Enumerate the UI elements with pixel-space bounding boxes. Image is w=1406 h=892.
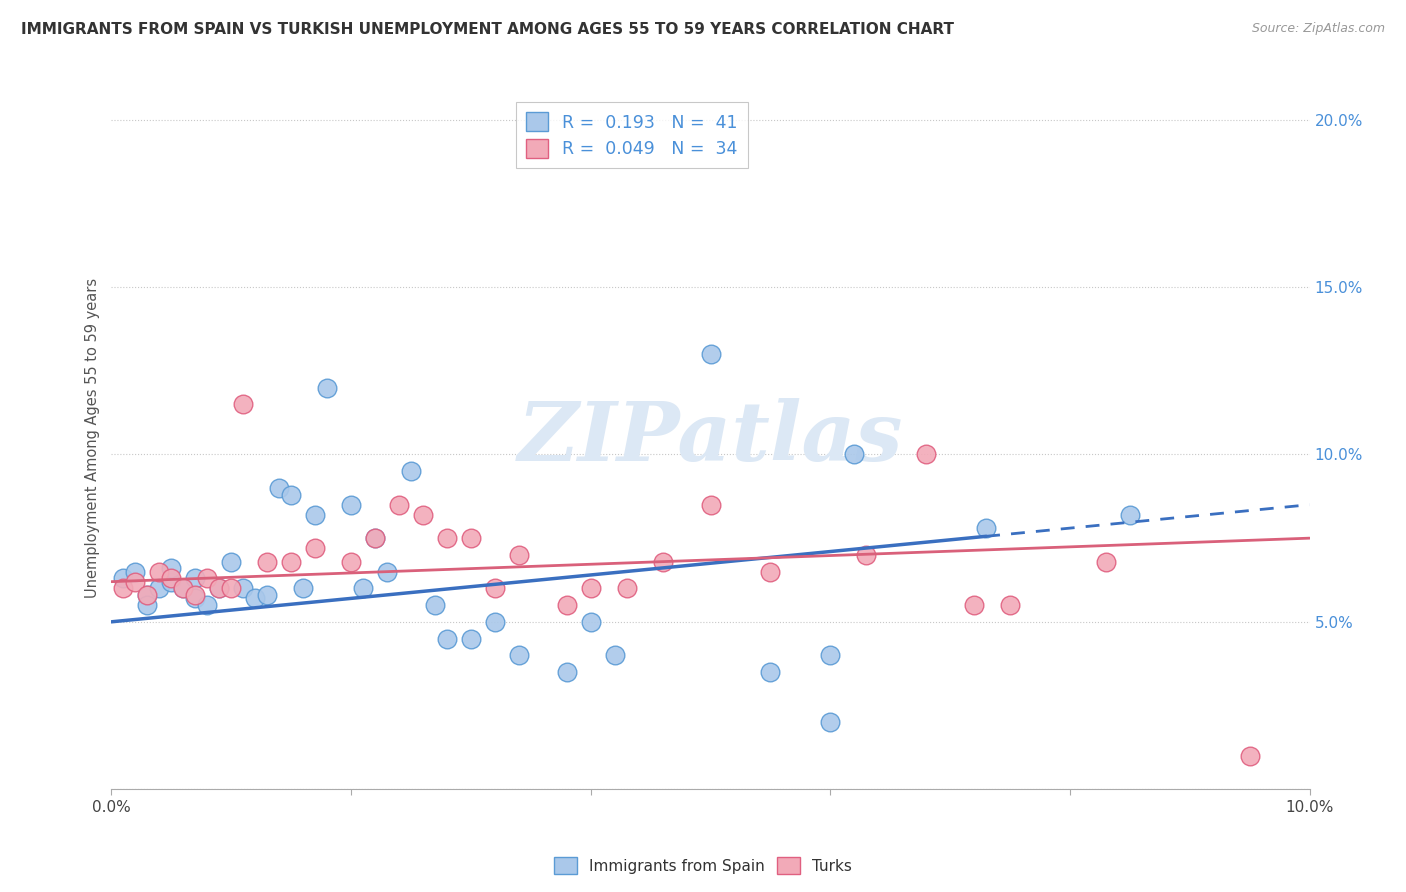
Point [172, 582, 194, 596]
Point [603, 648, 626, 663]
Legend: Immigrants from Spain, Turks: Immigrants from Spain, Turks [548, 851, 858, 880]
Point [352, 582, 374, 596]
Point [340, 555, 363, 569]
Point [184, 591, 207, 606]
Y-axis label: Unemployment Among Ages 55 to 59 years: Unemployment Among Ages 55 to 59 years [86, 277, 100, 598]
Point [484, 582, 506, 596]
Point [820, 648, 842, 663]
Point [136, 588, 159, 602]
Point [998, 598, 1021, 612]
Point [759, 565, 782, 579]
Point [364, 531, 387, 545]
Point [208, 582, 231, 596]
Point [136, 588, 159, 602]
Point [195, 598, 218, 612]
Point [616, 582, 638, 596]
Point [460, 531, 482, 545]
Point [364, 531, 387, 545]
Point [436, 531, 458, 545]
Point [388, 498, 411, 512]
Point [112, 582, 135, 596]
Point [256, 555, 278, 569]
Point [208, 582, 231, 596]
Point [399, 464, 422, 478]
Point [195, 571, 218, 585]
Point [160, 561, 183, 575]
Point [184, 588, 207, 602]
Point [184, 571, 207, 585]
Point [699, 347, 721, 361]
Point [219, 582, 242, 596]
Point [280, 555, 302, 569]
Point [292, 582, 315, 596]
Point [232, 582, 254, 596]
Point [148, 565, 170, 579]
Point [579, 582, 602, 596]
Point [304, 541, 326, 556]
Point [759, 665, 782, 679]
Point [245, 591, 267, 606]
Point [232, 397, 254, 411]
Point [124, 574, 146, 589]
Point [219, 555, 242, 569]
Legend: R =  0.193   N =  41, R =  0.049   N =  34: R = 0.193 N = 41, R = 0.049 N = 34 [516, 102, 748, 169]
Point [436, 632, 458, 646]
Text: IMMIGRANTS FROM SPAIN VS TURKISH UNEMPLOYMENT AMONG AGES 55 TO 59 YEARS CORRELAT: IMMIGRANTS FROM SPAIN VS TURKISH UNEMPLO… [21, 22, 955, 37]
Point [820, 715, 842, 730]
Point [160, 571, 183, 585]
Point [1095, 555, 1118, 569]
Point [508, 648, 530, 663]
Point [160, 574, 183, 589]
Point [555, 665, 578, 679]
Point [508, 548, 530, 562]
Point [460, 632, 482, 646]
Point [316, 380, 339, 394]
Point [124, 565, 146, 579]
Point [256, 588, 278, 602]
Point [269, 481, 291, 495]
Point [1119, 508, 1142, 522]
Point [304, 508, 326, 522]
Point [412, 508, 434, 522]
Point [340, 498, 363, 512]
Text: Source: ZipAtlas.com: Source: ZipAtlas.com [1251, 22, 1385, 36]
Point [112, 571, 135, 585]
Point [579, 615, 602, 629]
Point [136, 598, 159, 612]
Point [555, 598, 578, 612]
Text: ZIPatlas: ZIPatlas [517, 398, 903, 478]
Point [1239, 748, 1261, 763]
Point [423, 598, 446, 612]
Point [651, 555, 673, 569]
Point [148, 582, 170, 596]
Point [375, 565, 398, 579]
Point [699, 498, 721, 512]
Point [855, 548, 877, 562]
Point [963, 598, 986, 612]
Point [280, 488, 302, 502]
Point [172, 582, 194, 596]
Point [974, 521, 997, 535]
Point [915, 448, 938, 462]
Point [844, 448, 866, 462]
Point [484, 615, 506, 629]
